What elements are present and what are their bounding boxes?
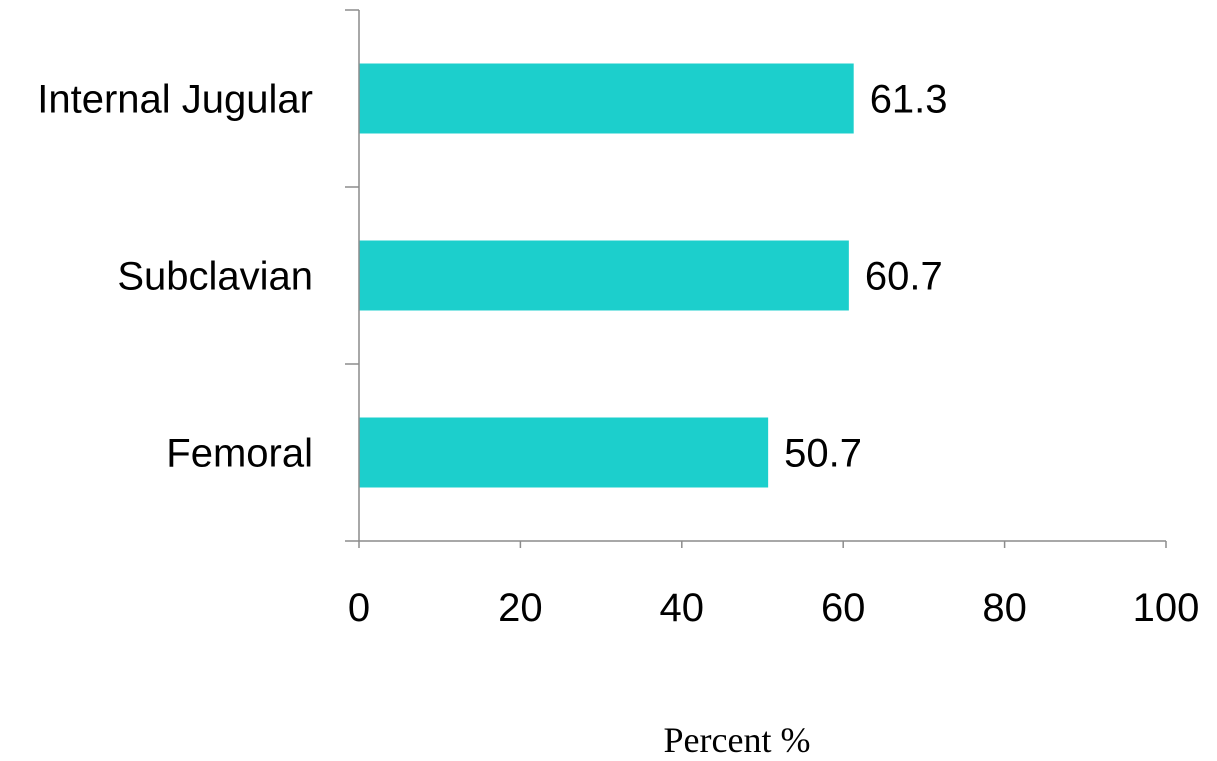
- x-tick-label-0: 0: [348, 586, 370, 630]
- data-label-femoral: 50.7: [784, 432, 862, 476]
- x-tick-label-40: 40: [660, 586, 705, 630]
- bar-femoral: [359, 417, 769, 488]
- bar-internal-jugular: [359, 63, 854, 134]
- axes-group: [345, 9, 1167, 548]
- data-label-subclavian: 60.7: [865, 255, 943, 299]
- x-axis-title: Percent %: [664, 720, 811, 760]
- bars-group: [359, 63, 854, 488]
- category-label-femoral: Femoral: [166, 432, 313, 476]
- x-tick-label-100: 100: [1133, 586, 1200, 630]
- x-tick-label-60: 60: [821, 586, 866, 630]
- data-label-internal-jugular: 61.3: [870, 78, 948, 122]
- labels-group: Internal Jugular 61.3 Subclavian 60.7 Femora…: [37, 78, 1199, 631]
- category-label-internal-jugular: Internal Jugular: [37, 78, 313, 122]
- bar-subclavian: [359, 240, 849, 311]
- x-tick-label-80: 80: [982, 586, 1027, 630]
- x-tick-label-20: 20: [498, 586, 543, 630]
- category-label-subclavian: Subclavian: [117, 255, 313, 299]
